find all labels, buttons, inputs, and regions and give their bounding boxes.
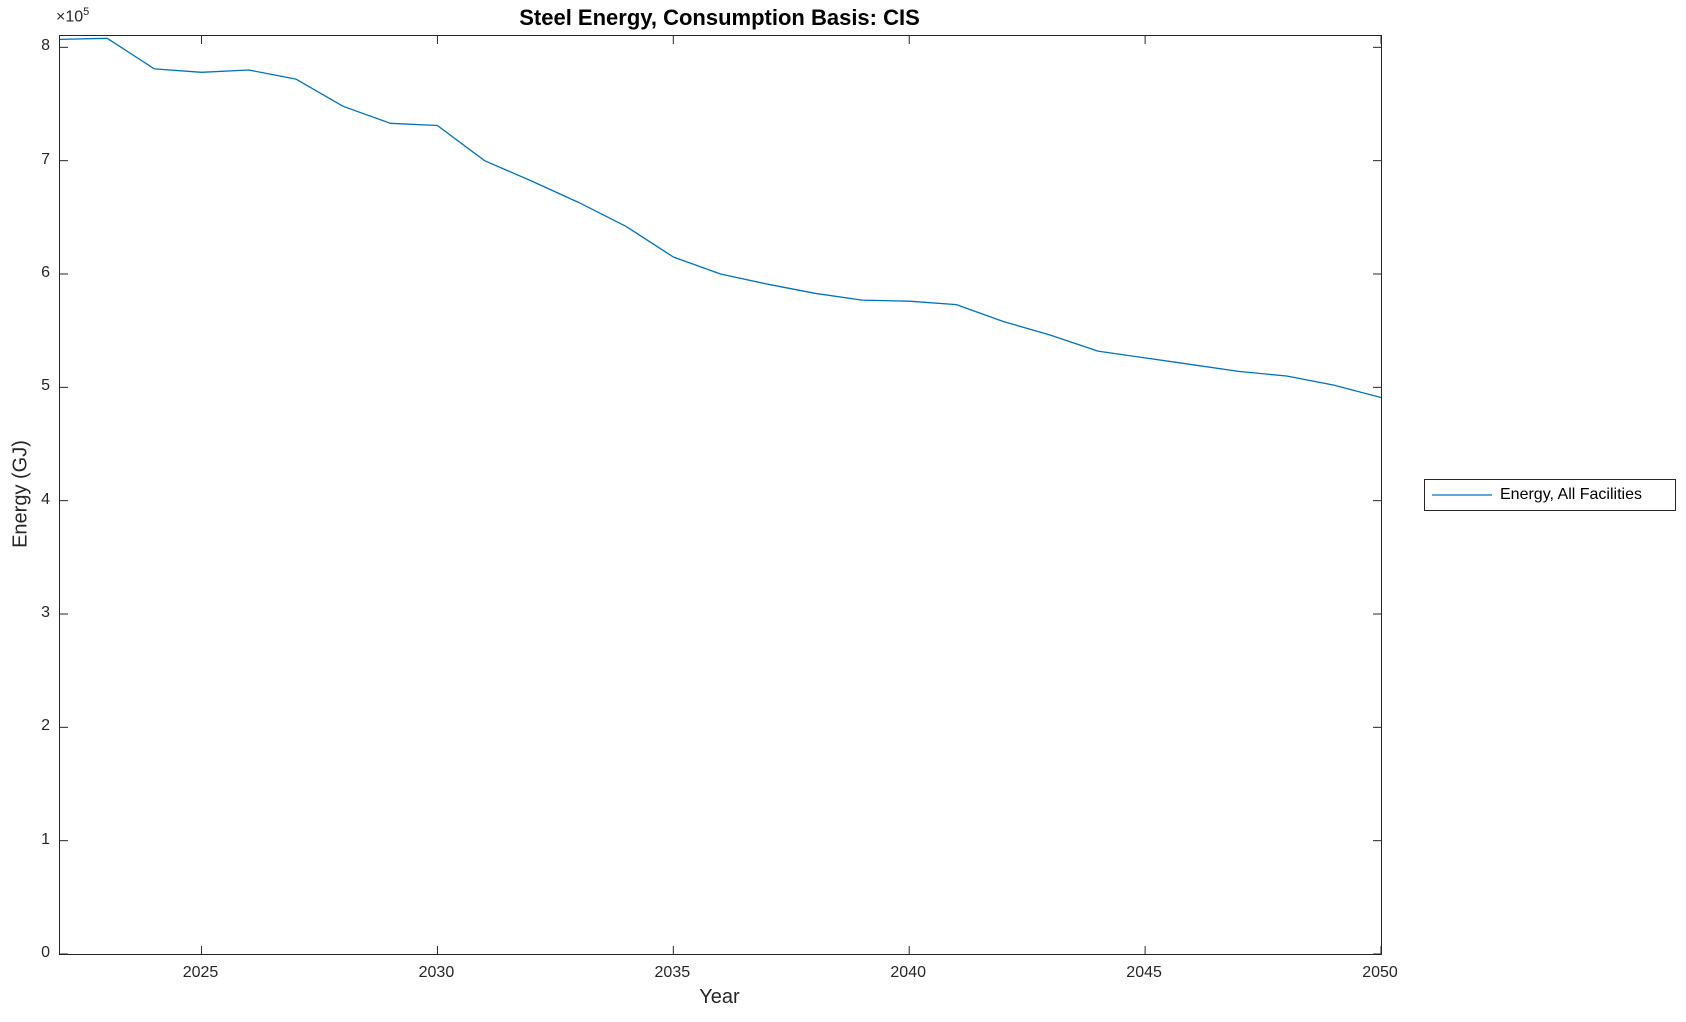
y-tick-label: 3 <box>41 604 50 621</box>
x-axis-label: Year <box>699 986 740 1008</box>
chart-title: Steel Energy, Consumption Basis: CIS <box>519 5 920 30</box>
legend: Energy, All Facilities <box>1424 479 1676 511</box>
y-axis-multiplier: ×105 <box>56 6 89 26</box>
y-tick-label: 2 <box>41 717 50 735</box>
x-tick-label: 2030 <box>418 964 455 981</box>
y-tick-label: 7 <box>41 150 50 168</box>
x-tick-label: 2045 <box>1126 964 1162 981</box>
y-tick-label: 1 <box>41 830 50 848</box>
y-axis-multiplier-exponent: 5 <box>83 6 90 18</box>
series-line-energy-all-facilities <box>60 37 1381 399</box>
y-axis-multiplier-base: ×10 <box>56 8 84 26</box>
x-tick-label: 2040 <box>890 964 926 981</box>
y-tick-label: 4 <box>41 490 50 508</box>
plot-svg <box>60 36 1381 954</box>
x-tick-label: 2050 <box>1362 964 1398 981</box>
y-tick-label: 0 <box>41 944 50 961</box>
plot-area <box>59 35 1382 955</box>
x-tick-label: 2035 <box>654 964 691 981</box>
legend-entry-label: Energy, All Facilities <box>1500 486 1642 503</box>
y-tick-label: 8 <box>41 37 50 55</box>
x-tick-label: 2025 <box>182 964 219 981</box>
y-tick-label: 5 <box>41 377 50 395</box>
y-tick-label: 6 <box>41 264 50 281</box>
legend-line-sample <box>1432 494 1492 496</box>
